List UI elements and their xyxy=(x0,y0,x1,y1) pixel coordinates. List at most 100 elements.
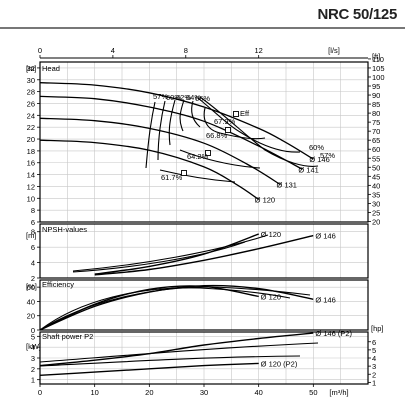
y-tick-label: 10 xyxy=(27,194,35,203)
y2-tick-label: 95 xyxy=(372,82,380,91)
efficiency-annotation: 66% xyxy=(195,94,210,103)
y2-tick-label: 85 xyxy=(372,100,380,109)
operating-point-marker xyxy=(205,150,211,156)
y-tick-label: 6 xyxy=(31,243,35,252)
y2-tick-label: 105 xyxy=(372,64,385,73)
efficiency-curve xyxy=(39,286,311,331)
y2-tick-label: 25 xyxy=(372,208,380,217)
panel-frame xyxy=(39,61,369,223)
panel-title: Efficiency xyxy=(42,280,74,289)
y-tick-label: 2 xyxy=(31,365,35,374)
y-tick-label: 24 xyxy=(27,111,35,120)
y-tick-label: 8 xyxy=(31,228,35,237)
series-line xyxy=(39,117,281,186)
y-tick-label: 4 xyxy=(31,259,35,268)
power-curve xyxy=(39,355,301,367)
y-tick-label: 2 xyxy=(31,274,35,283)
y2-tick-label: 100 xyxy=(372,73,385,82)
series-line xyxy=(94,234,314,276)
efficiency-annotation: 57% xyxy=(153,92,168,101)
operating-point-marker xyxy=(181,170,187,176)
efficiency-annotation: 66.8% xyxy=(206,131,228,140)
y2-tick-label: 1 xyxy=(372,378,376,387)
efficiency-contour xyxy=(168,99,176,146)
y2-tick-label: 40 xyxy=(372,181,380,190)
y2-tick-label: 65 xyxy=(372,136,380,145)
y-tick-label: 4 xyxy=(31,343,35,352)
y-tick-label: 6 xyxy=(31,218,35,227)
y2-tick-label: 75 xyxy=(372,118,380,127)
y-tick-label: 8 xyxy=(31,206,35,215)
y-tick-label: 5 xyxy=(31,332,35,341)
y-tick-label: 20 xyxy=(27,312,35,321)
y2-tick-label: 6 xyxy=(372,338,376,347)
title-divider xyxy=(0,27,405,29)
efficiency-contour xyxy=(191,100,201,128)
y-tick-label: 28 xyxy=(27,88,35,97)
efficiency-contour xyxy=(157,100,166,161)
y2-tick-label: 110 xyxy=(372,55,384,64)
x-tick-label-top: 0 xyxy=(38,46,42,55)
y-tick-label: 16 xyxy=(27,159,35,168)
y-tick-label: 22 xyxy=(27,123,35,132)
y2-tick-label: 80 xyxy=(372,109,380,118)
efficiency-annotation: 61.7% xyxy=(161,173,183,182)
series-label: Ø 131 xyxy=(277,181,297,190)
y2-tick-label: 2 xyxy=(372,370,376,379)
efficiency-contour xyxy=(179,149,261,169)
y-unit-right: [hp] xyxy=(371,324,384,333)
series-label: Ø 120 xyxy=(261,230,281,239)
y-unit-left: [%] xyxy=(26,282,37,291)
npsh-curve xyxy=(72,234,269,272)
x-tick-label-bottom: 40 xyxy=(254,388,262,397)
y2-tick-label: 30 xyxy=(372,199,380,208)
efficiency-contour xyxy=(197,97,301,153)
series-label: Ø 146 (P2) xyxy=(315,329,352,338)
y-unit-left: [m] xyxy=(26,64,36,73)
series-line xyxy=(39,139,260,201)
series-line xyxy=(39,332,314,367)
x-tick-label-bottom: 10 xyxy=(90,388,98,397)
y-tick-label: 12 xyxy=(27,182,35,191)
y2-tick-label: 3 xyxy=(372,362,376,371)
series-line xyxy=(39,82,314,160)
y2-tick-label: 4 xyxy=(372,354,376,363)
y-tick-label: 60 xyxy=(27,283,35,292)
y2-tick-label: 20 xyxy=(372,217,380,226)
efficiency-annotation: 60% xyxy=(166,93,181,102)
x-tick-label-bottom: 20 xyxy=(145,388,153,397)
series-label: Ø 141 xyxy=(298,165,318,174)
panel-title: Head xyxy=(42,64,60,73)
y-tick-label: 18 xyxy=(27,147,35,156)
y2-tick-label: 45 xyxy=(372,172,380,181)
y-tick-label: 3 xyxy=(31,354,35,363)
x-tick-label-bottom: 0 xyxy=(38,388,42,397)
x-tick-label-top: 12 xyxy=(254,46,262,55)
efficiency-annotation: 60% xyxy=(309,143,324,152)
panel-title: NPSH-values xyxy=(42,225,87,234)
y-unit-left: [m] xyxy=(26,231,36,240)
y-tick-label: 32 xyxy=(27,64,35,73)
y-tick-label: 1 xyxy=(31,376,35,385)
y2-tick-label: 90 xyxy=(372,91,380,100)
efficiency-contour xyxy=(145,101,156,169)
series-label: Ø 120 xyxy=(255,195,275,204)
model-title: NRC 50/125 xyxy=(317,6,397,23)
operating-point-marker xyxy=(225,127,231,133)
y2-tick-label: 35 xyxy=(372,190,380,199)
efficiency-annotation: Eff xyxy=(240,109,250,118)
series-label: Ø 120 xyxy=(261,292,281,301)
efficiency-curve xyxy=(39,287,291,331)
efficiency-annotation: 67.9% xyxy=(214,117,236,126)
efficiency-contour xyxy=(199,96,319,167)
series-line xyxy=(94,233,259,275)
series-label: Ø 120 (P2) xyxy=(261,359,298,368)
y-tick-label: 40 xyxy=(27,297,35,306)
series-label: Ø 146 xyxy=(315,232,335,241)
x-tick-label-bottom: 30 xyxy=(200,388,208,397)
y-tick-label: 0 xyxy=(31,326,35,335)
y2-tick-label: 55 xyxy=(372,154,380,163)
x-tick-label-top: 4 xyxy=(111,46,115,55)
npsh-curve xyxy=(72,241,246,273)
